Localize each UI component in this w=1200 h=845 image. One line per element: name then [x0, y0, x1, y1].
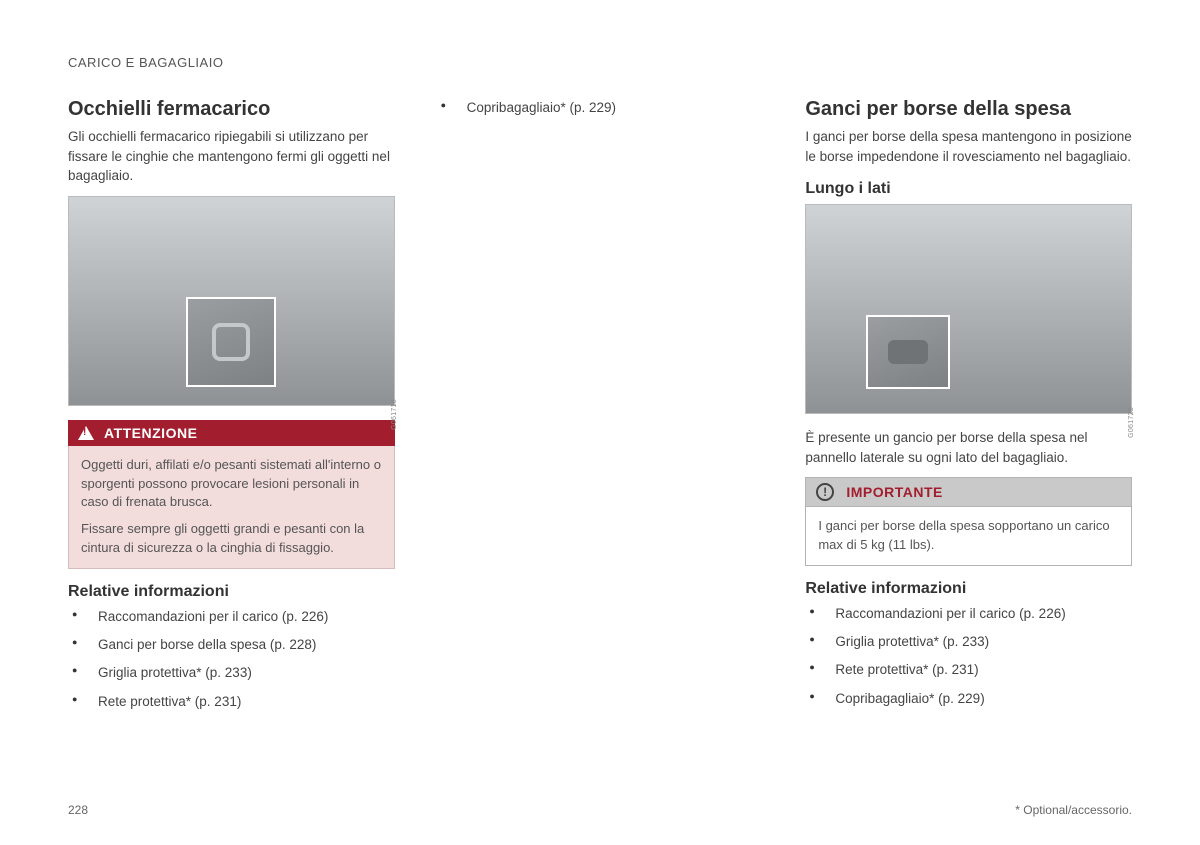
related-info-title-1: Relative informazioni: [68, 583, 395, 601]
figure-trunk-eyelets: G061716: [68, 196, 395, 406]
eyelet-ring-icon: [212, 323, 250, 361]
page-footer: 228 * Optional/accessorio.: [68, 803, 1132, 817]
list-item: Raccomandazioni per il carico (p. 226): [68, 607, 395, 627]
warning-triangle-icon: [78, 426, 94, 440]
footnote: * Optional/accessorio.: [1015, 803, 1132, 817]
list-item: Rete protettiva* (p. 231): [805, 660, 1132, 680]
warning-p2: Fissare sempre gli oggetti grandi e pesa…: [81, 520, 382, 558]
column-2: Copribagagliaio* (p. 229): [437, 98, 764, 720]
list-item: Ganci per borse della spesa (p. 228): [68, 635, 395, 655]
list-item: Raccomandazioni per il carico (p. 226): [805, 604, 1132, 624]
warning-body: Oggetti duri, affilati e/o pesanti siste…: [68, 446, 395, 569]
figure-id-2: G061725: [1128, 407, 1135, 438]
important-box: ! IMPORTANTE I ganci per borse della spe…: [805, 477, 1132, 566]
important-label: IMPORTANTE: [846, 484, 943, 500]
intro-text-3: I ganci per borse della spesa mantengono…: [805, 127, 1132, 166]
col2-list: Copribagagliaio* (p. 229): [437, 98, 764, 118]
related-list-1: Raccomandazioni per il carico (p. 226) G…: [68, 607, 395, 712]
list-item: Copribagagliaio* (p. 229): [437, 98, 764, 118]
subtitle-lungo: Lungo i lati: [805, 180, 1132, 198]
important-header: ! IMPORTANTE: [805, 477, 1132, 507]
list-item: Copribagagliaio* (p. 229): [805, 689, 1132, 709]
bag-hook-icon: [888, 340, 928, 364]
figure-inset-hook: [866, 315, 950, 389]
figure-caption: È presente un gancio per borse della spe…: [805, 428, 1132, 467]
section-header: CARICO E BAGAGLIAIO: [68, 55, 1132, 70]
heading-occhielli: Occhielli fermacarico: [68, 98, 395, 121]
list-item: Griglia protettiva* (p. 233): [68, 663, 395, 683]
related-list-3: Raccomandazioni per il carico (p. 226) G…: [805, 604, 1132, 709]
figure-inset-ring: [186, 297, 276, 387]
related-info-title-3: Relative informazioni: [805, 580, 1132, 598]
column-1: Occhielli fermacarico Gli occhielli ferm…: [68, 98, 395, 720]
page-number: 228: [68, 803, 88, 817]
important-circle-icon: !: [816, 483, 834, 501]
figure-bag-hooks: G061725: [805, 204, 1132, 414]
column-3: Ganci per borse della spesa I ganci per …: [805, 98, 1132, 720]
warning-box: ATTENZIONE Oggetti duri, affilati e/o pe…: [68, 420, 395, 569]
figure-id-1: G061716: [391, 399, 398, 430]
list-item: Rete protettiva* (p. 231): [68, 692, 395, 712]
important-body: I ganci per borse della spesa sopportano…: [805, 507, 1132, 566]
list-item: Griglia protettiva* (p. 233): [805, 632, 1132, 652]
column-layout: Occhielli fermacarico Gli occhielli ferm…: [68, 98, 1132, 720]
warning-label: ATTENZIONE: [104, 425, 197, 441]
heading-ganci: Ganci per borse della spesa: [805, 98, 1132, 121]
intro-text-1: Gli occhielli fermacarico ripiegabili si…: [68, 127, 395, 186]
warning-header: ATTENZIONE: [68, 420, 395, 446]
warning-p1: Oggetti duri, affilati e/o pesanti siste…: [81, 456, 382, 513]
